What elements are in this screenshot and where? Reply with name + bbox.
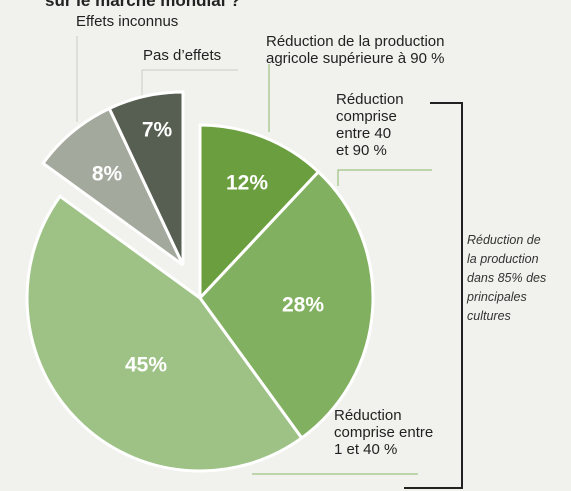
category-label: Réduction [334, 407, 402, 424]
leader-lines [76, 36, 463, 489]
pie-slice [198, 169, 375, 441]
category-label: agricole supérieure à 90 % [266, 50, 444, 67]
annotation: la production [467, 252, 539, 266]
pie-slice [25, 194, 304, 473]
category-label: Effets inconnus [76, 13, 178, 30]
category-label: Réduction [336, 91, 404, 108]
category-label: entre 40 [336, 125, 391, 142]
chart-title: sur le marché mondial ? [45, 0, 241, 10]
category-label: et 90 % [336, 142, 387, 159]
value-label: 45% [125, 354, 167, 377]
value-label: 8% [92, 163, 123, 186]
pie-slice [107, 90, 185, 266]
annotation: dans 85% des [467, 271, 546, 285]
category-label: comprise entre [334, 424, 433, 441]
annotation: principales [466, 290, 527, 304]
annotation: Réduction de [467, 233, 541, 247]
value-label: 12% [226, 172, 268, 195]
pie-slice [198, 123, 321, 302]
value-label: 7% [142, 119, 173, 142]
category-label: Pas d’effets [143, 47, 221, 64]
annotation: cultures [467, 309, 511, 323]
category-label: Réduction de la production [266, 33, 444, 50]
category-label: comprise [336, 108, 397, 125]
value-label: 28% [282, 294, 324, 317]
category-label: 1 et 40 % [334, 441, 397, 458]
